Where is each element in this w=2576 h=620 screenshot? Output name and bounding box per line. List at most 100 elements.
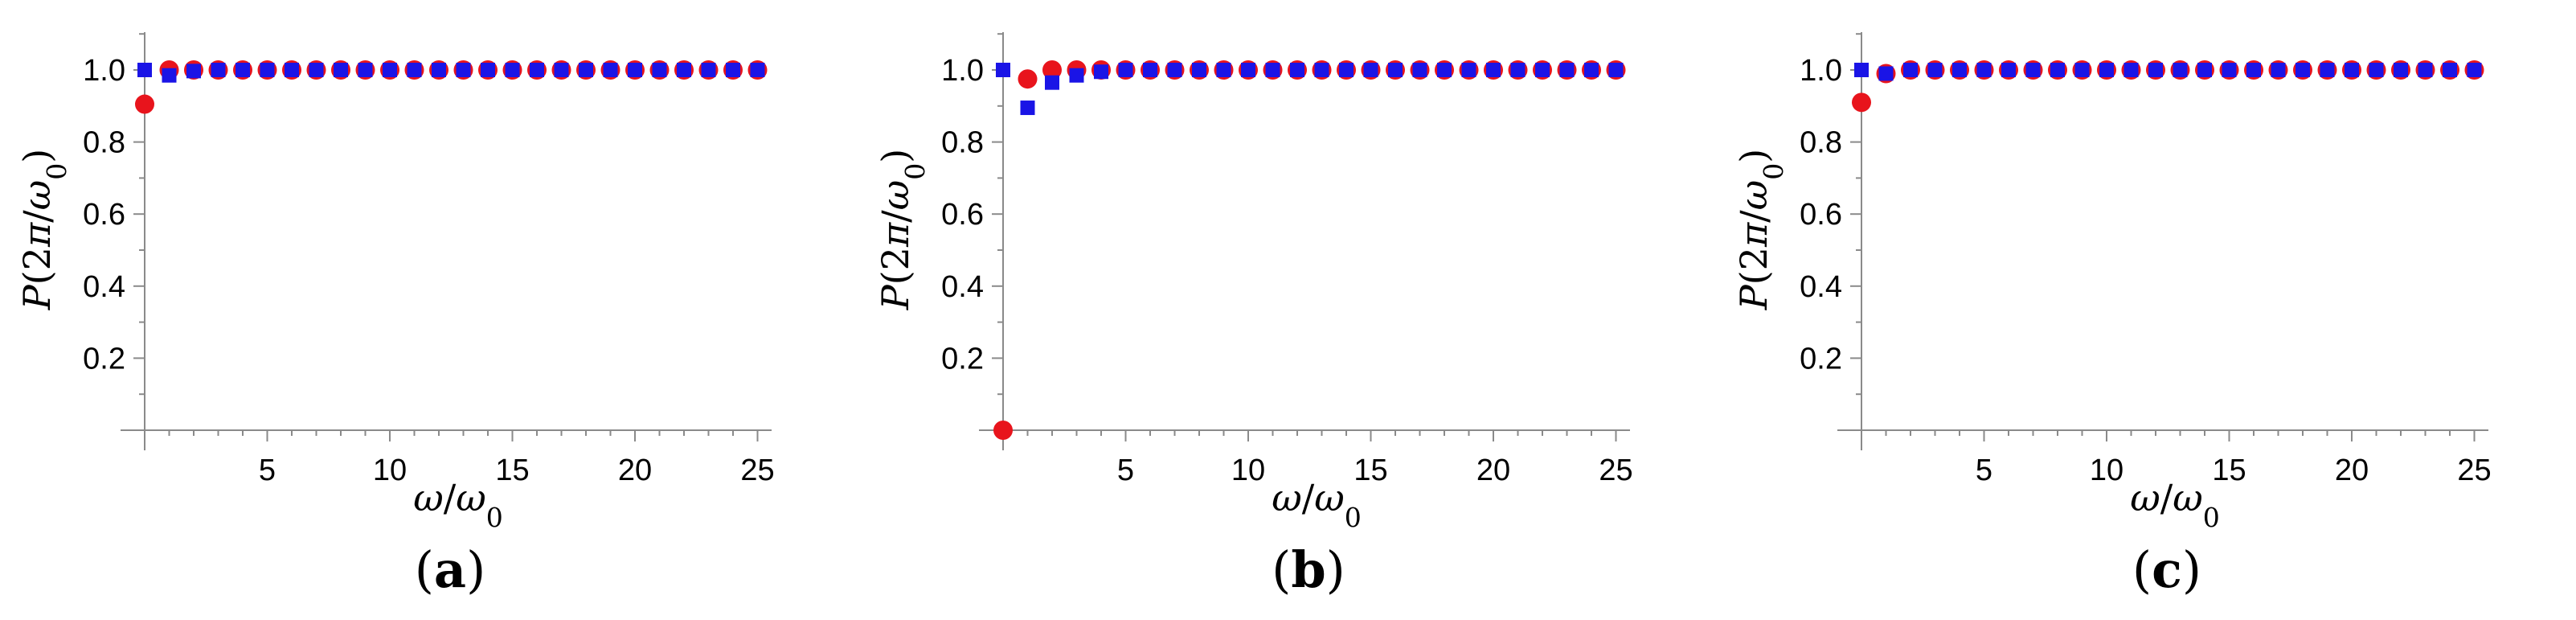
x-tick-label: 25: [740, 454, 774, 487]
x-tick-label: 10: [373, 454, 407, 487]
series-blue-square-point: [2443, 63, 2457, 77]
y-axis-label: P(2π/ω0): [1732, 149, 1789, 310]
x-tick-label: 10: [1231, 454, 1265, 487]
series-blue-square-point: [1118, 63, 1133, 77]
series-blue-square-point: [2295, 63, 2310, 77]
x-tick-label: 15: [1354, 454, 1387, 487]
y-tick-label: 0.6: [1800, 198, 1842, 232]
series-blue-square-point: [456, 63, 471, 77]
y-tick-label: 0.8: [1800, 126, 1842, 160]
series-blue-square-point: [1854, 63, 1869, 77]
series-blue-square-point: [1241, 63, 1255, 77]
series-blue-square-point: [628, 63, 642, 77]
series-blue-square-point: [1290, 63, 1304, 77]
chart-c-svg: 5 10 15 20 25 0.2 0.4 0.6 0.8 1.0 ω/ω0 P(2π/ω0) (c): [1732, 32, 2492, 599]
x-tick-label: 5: [259, 454, 276, 487]
series-blue-square-point: [2320, 63, 2335, 77]
series-blue-square-point: [1535, 63, 1550, 77]
series-blue-square-point: [1976, 63, 1992, 77]
series-red-circle-point: [1852, 92, 1871, 113]
y-tick-label: 0.4: [1800, 270, 1842, 304]
series-blue-square-point: [2467, 63, 2482, 77]
series-blue-square-point: [1608, 63, 1624, 77]
series-blue-square-point: [235, 63, 250, 77]
panel-label: (b): [1272, 540, 1345, 599]
series-red-circle-point: [1018, 69, 1038, 89]
series-blue-square-point: [652, 63, 667, 77]
series-blue-square-point: [383, 63, 397, 77]
series-blue-square-point: [1045, 75, 1059, 90]
series-blue-square-point: [701, 63, 716, 77]
series-blue-square-point: [309, 63, 324, 77]
x-tick-label: 10: [2090, 454, 2123, 487]
series-blue-square-point: [1878, 66, 1894, 81]
series-blue-square-point: [2222, 63, 2237, 77]
panel-label: (c): [2132, 540, 2201, 599]
x-tick-label: 15: [495, 454, 529, 487]
x-tick-label: 25: [2457, 454, 2491, 487]
series-blue-square-point: [2197, 63, 2212, 77]
x-tick-label: 20: [2335, 454, 2369, 487]
series-blue-square-point: [162, 68, 177, 83]
series-blue-square-point: [1559, 63, 1575, 77]
series-blue-square-point: [1437, 63, 1452, 77]
series-blue-square-point: [1167, 63, 1182, 77]
chart-panel-b: 5 10 15 20 25 0.2 0.4 0.6 0.8 1.0 ω/ω0 P(2π/ω0) (b): [858, 0, 1717, 620]
x-axis-label: ω/ω0: [2130, 476, 2220, 533]
series-blue-square-point: [554, 63, 569, 77]
series-blue-square-point: [750, 63, 765, 77]
series-blue-square-point: [260, 63, 275, 77]
series-blue-square-point: [677, 63, 691, 77]
series-blue-square-point: [2369, 63, 2384, 77]
panel-label: (a): [415, 540, 486, 599]
x-tick-label: 5: [1976, 454, 1992, 487]
x-axis-label: ω/ω0: [413, 476, 503, 533]
series-blue-square-point: [1339, 63, 1354, 77]
series-blue-square-point: [481, 63, 495, 77]
series-blue-square-point: [2271, 63, 2286, 77]
y-axis-label: P(2π/ω0): [15, 149, 72, 310]
chart-a-svg: 5 10 15 20 25 0.2 0.4 0.6 0.8 1.0 ω/ω0 P(2π/ω0) (a): [15, 32, 775, 599]
x-tick-label: 15: [2212, 454, 2246, 487]
series-red-circle-point: [993, 421, 1013, 440]
series-blue-square-point: [1461, 63, 1476, 77]
series-blue-square-point: [1216, 63, 1231, 77]
series-blue-square-point: [1952, 63, 1967, 77]
y-tick-label: 0.8: [83, 126, 125, 160]
series-blue-square-point: [1584, 63, 1599, 77]
series-red-circle-point: [135, 94, 154, 114]
chart-panel-a: 5 10 15 20 25 0.2 0.4 0.6 0.8 1.0 ω/ω0 P(2π/ω0) (a): [0, 0, 858, 620]
series-blue-square-point: [1388, 63, 1403, 77]
series-blue-square-point: [726, 63, 740, 77]
series-blue-square-point: [2001, 63, 2016, 77]
series-blue-square-point: [2050, 63, 2065, 77]
series-blue-square-point: [579, 63, 593, 77]
series-blue-square-point: [1192, 63, 1206, 77]
series-blue-square-point: [1412, 63, 1427, 77]
series-blue-square-point: [137, 63, 152, 77]
series-blue-square-point: [2099, 63, 2114, 77]
series-blue-square-point: [211, 63, 226, 77]
series-blue-square-point: [2123, 63, 2139, 77]
series-blue-square-point: [2246, 63, 2261, 77]
series-blue-square-point: [2173, 63, 2188, 77]
series-blue-square-point: [1143, 63, 1157, 77]
y-tick-label: 1.0: [941, 54, 984, 88]
y-tick-label: 1.0: [1800, 54, 1842, 88]
series-blue-square-point: [1363, 63, 1378, 77]
series-blue-square-point: [334, 63, 348, 77]
chart-b-svg: 5 10 15 20 25 0.2 0.4 0.6 0.8 1.0 ω/ω0 P(2π/ω0) (b): [874, 32, 1633, 599]
series-blue-square-point: [2074, 63, 2090, 77]
series-blue-square-point: [2345, 63, 2359, 77]
series-blue-square-point: [1486, 63, 1501, 77]
series-blue-square-point: [1094, 64, 1108, 80]
y-tick-label: 0.8: [941, 126, 984, 160]
y-axis-label: P(2π/ω0): [874, 149, 931, 310]
x-tick-label: 20: [1476, 454, 1510, 487]
series-blue-square-point: [2148, 63, 2163, 77]
y-tick-label: 0.2: [941, 342, 984, 376]
series-blue-square-point: [1510, 63, 1526, 77]
y-tick-label: 0.4: [941, 270, 984, 304]
series-blue-square-point: [2418, 63, 2433, 77]
chart-panel-c: 5 10 15 20 25 0.2 0.4 0.6 0.8 1.0 ω/ω0 P(2π/ω0) (c): [1717, 0, 2575, 620]
